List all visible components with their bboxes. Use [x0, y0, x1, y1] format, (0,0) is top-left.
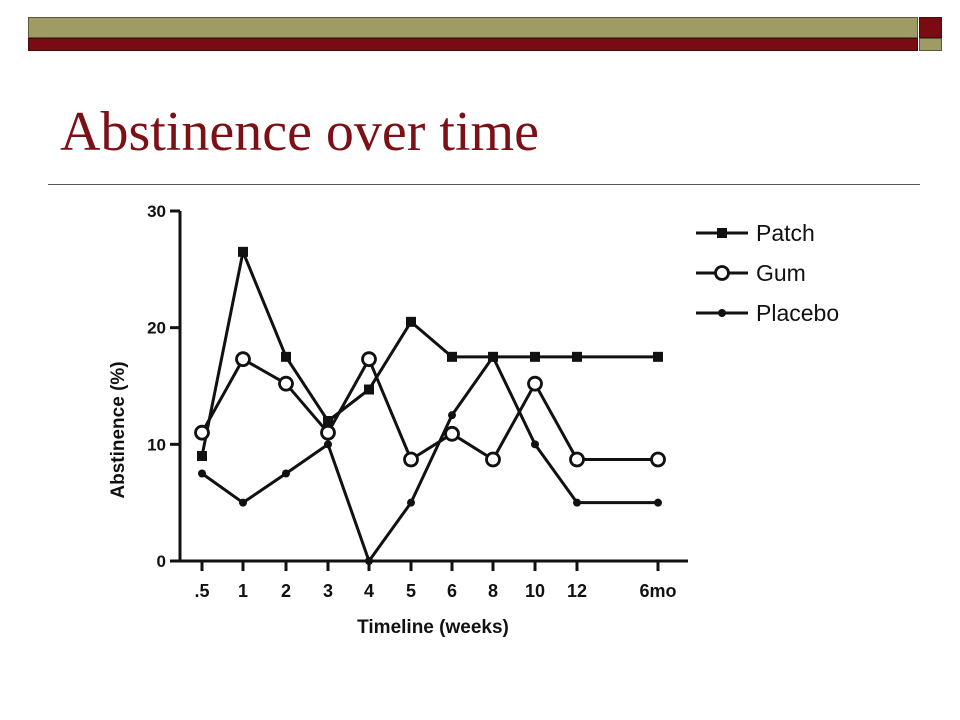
legend-item-patch: Patch [696, 220, 815, 246]
chart-series [194, 246, 666, 565]
data-point-placebo [407, 498, 415, 507]
data-point-patch [447, 351, 457, 362]
x-tick-label: 6 [447, 581, 457, 601]
legend-marker-placebo [718, 309, 726, 317]
x-tick-label: 2 [281, 581, 291, 601]
legend-label-gum: Gum [756, 260, 806, 286]
y-tick-label: 20 [147, 319, 166, 338]
data-point-placebo [489, 352, 497, 361]
data-point-placebo [531, 440, 539, 449]
series-line-gum [200, 357, 658, 461]
x-tick-label: 10 [525, 581, 545, 601]
legend-marker-patch [717, 228, 727, 238]
data-point-placebo [282, 469, 290, 478]
data-point-gum [361, 351, 377, 368]
chart-legend: Patch Gum Placebo [696, 220, 839, 326]
top-decorative-bar [28, 17, 942, 53]
data-point-placebo [573, 498, 581, 507]
series-line-patch [200, 250, 658, 457]
data-point-gum [444, 425, 460, 442]
data-point-patch [323, 416, 333, 426]
x-tick-label: 5 [406, 581, 416, 601]
x-tick-label: 4 [364, 581, 374, 601]
data-point-gum [485, 451, 501, 468]
legend-marker-gum [714, 265, 730, 281]
x-tick-label: 1 [238, 581, 248, 601]
x-axis-label: Timeline (weeks) [357, 617, 509, 638]
legend-label-patch: Patch [756, 220, 815, 246]
slide-title: Abstinence over time [60, 101, 539, 163]
data-point-gum [194, 424, 210, 441]
data-point-gum [569, 451, 585, 468]
legend-item-gum: Gum [696, 260, 806, 286]
data-point-patch [406, 316, 416, 327]
data-point-patch [281, 351, 291, 362]
data-point-gum [278, 375, 294, 392]
data-point-patch [530, 351, 540, 362]
data-point-gum [650, 451, 666, 468]
data-point-gum [235, 351, 251, 368]
x-tick-label: .5 [194, 581, 209, 601]
top-bar-olive-strip [28, 17, 918, 38]
data-point-placebo [448, 411, 456, 420]
data-point-patch [197, 451, 207, 461]
data-point-placebo [239, 498, 247, 507]
series-placebo [198, 352, 662, 565]
x-tick-label: 3 [323, 581, 333, 601]
y-axis-label: Abstinence (%) [108, 361, 129, 498]
top-bar-olive-square [919, 38, 942, 51]
legend-item-placebo: Placebo [696, 300, 839, 326]
x-tick-label: 6mo [639, 581, 676, 601]
top-bar-maroon-square [919, 17, 942, 38]
data-point-placebo [365, 557, 373, 565]
data-point-placebo [654, 498, 662, 507]
data-point-patch [653, 351, 663, 362]
data-point-gum [403, 451, 419, 468]
data-point-placebo [198, 469, 206, 478]
x-tick-label: 12 [567, 581, 587, 601]
data-point-placebo [324, 440, 332, 449]
data-point-patch [364, 384, 374, 395]
data-point-gum [320, 424, 336, 441]
y-tick-label: 30 [147, 202, 166, 221]
y-tick-label: 0 [157, 552, 166, 571]
data-point-patch [572, 351, 582, 362]
data-point-patch [238, 246, 248, 257]
top-bar-maroon-strip [28, 38, 918, 51]
y-tick-label: 10 [147, 435, 166, 454]
legend-label-placebo: Placebo [756, 300, 839, 326]
series-gum [194, 351, 666, 468]
series-patch [197, 246, 663, 461]
title-divider [48, 184, 920, 185]
x-tick-label: 8 [488, 581, 498, 601]
data-point-gum [527, 375, 543, 392]
